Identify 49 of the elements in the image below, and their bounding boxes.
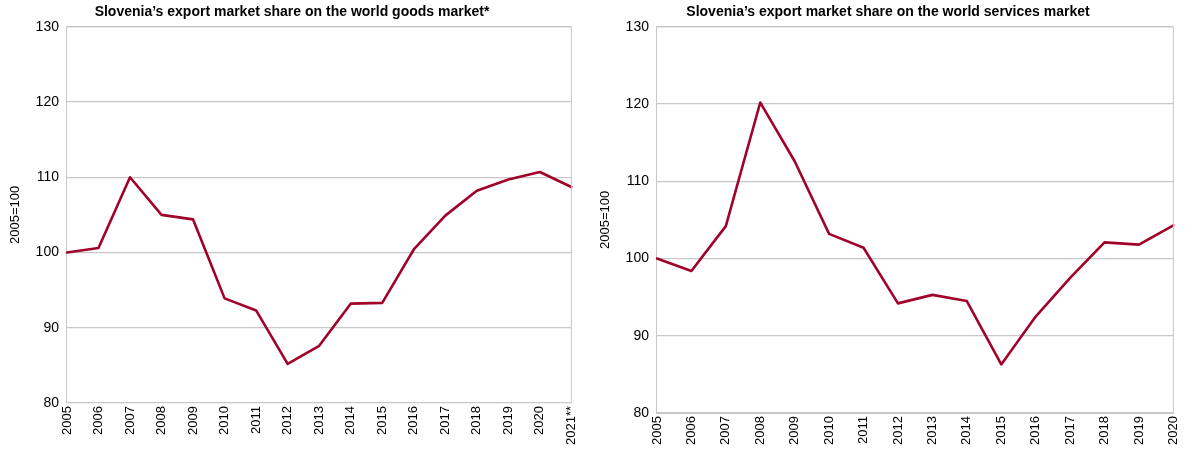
y-tick-label: 130 <box>625 17 650 34</box>
x-tick-label: 2006 <box>682 416 698 445</box>
x-tick-label: 2011 <box>247 405 263 434</box>
x-tick-label: 2020 <box>1164 416 1180 445</box>
x-tick-label: 2019 <box>499 405 515 435</box>
x-tick-label: 2013 <box>923 416 939 445</box>
x-tick-label: 2007 <box>717 416 733 445</box>
y-tick-label: 120 <box>625 94 650 111</box>
x-tick-label: 2015 <box>373 405 389 435</box>
y-tick-label: 80 <box>633 403 650 420</box>
chart-title: Slovenia’s export market share on the world goods market* <box>94 3 490 20</box>
x-tick-label: 2009 <box>184 405 200 435</box>
x-tick-label: 2017 <box>436 405 452 435</box>
x-tick-label: 2010 <box>216 405 232 435</box>
x-tick-label: 2012 <box>279 405 295 435</box>
x-tick-label: 2007 <box>121 405 137 435</box>
x-tick-label: 2018 <box>468 405 484 435</box>
y-tick-label: 120 <box>35 92 60 109</box>
y-tick-label: 90 <box>633 326 650 343</box>
x-tick-label: 2016 <box>405 405 421 435</box>
x-tick-label: 2021** <box>562 405 578 446</box>
x-tick-label: 2011 <box>855 416 871 445</box>
x-tick-label: 2008 <box>153 405 169 435</box>
x-tick-label: 2009 <box>786 416 802 445</box>
x-tick-label: 2016 <box>1027 416 1043 445</box>
y-tick-label: 110 <box>626 172 650 189</box>
y-tick-label: 90 <box>43 318 60 335</box>
x-tick-label: 2014 <box>342 405 358 435</box>
x-tick-label: 2014 <box>958 416 974 445</box>
x-tick-label: 2015 <box>992 416 1008 445</box>
x-tick-label: 2006 <box>90 405 106 435</box>
x-tick-label: 2010 <box>820 416 836 445</box>
x-tick-label: 2013 <box>310 405 326 435</box>
x-tick-label: 2005 <box>58 405 74 435</box>
x-tick-label: 2012 <box>889 416 905 445</box>
x-tick-label: 2019 <box>1130 416 1146 445</box>
y-tick-label: 80 <box>43 393 60 410</box>
y-tick-label: 110 <box>36 168 60 185</box>
y-axis-title: 2005=100 <box>597 190 613 250</box>
y-axis-title: 2005=100 <box>7 185 23 244</box>
chart-title: Slovenia’s export market share on the world services market <box>686 3 1090 20</box>
x-tick-label: 2018 <box>1096 416 1112 445</box>
x-tick-label: 2008 <box>751 416 767 445</box>
y-tick-label: 100 <box>625 249 650 266</box>
x-tick-label: 2005 <box>648 416 664 445</box>
x-tick-label: 2017 <box>1061 416 1077 445</box>
y-tick-label: 130 <box>35 17 60 34</box>
x-tick-label: 2020 <box>531 405 547 435</box>
y-tick-label: 100 <box>35 243 60 260</box>
